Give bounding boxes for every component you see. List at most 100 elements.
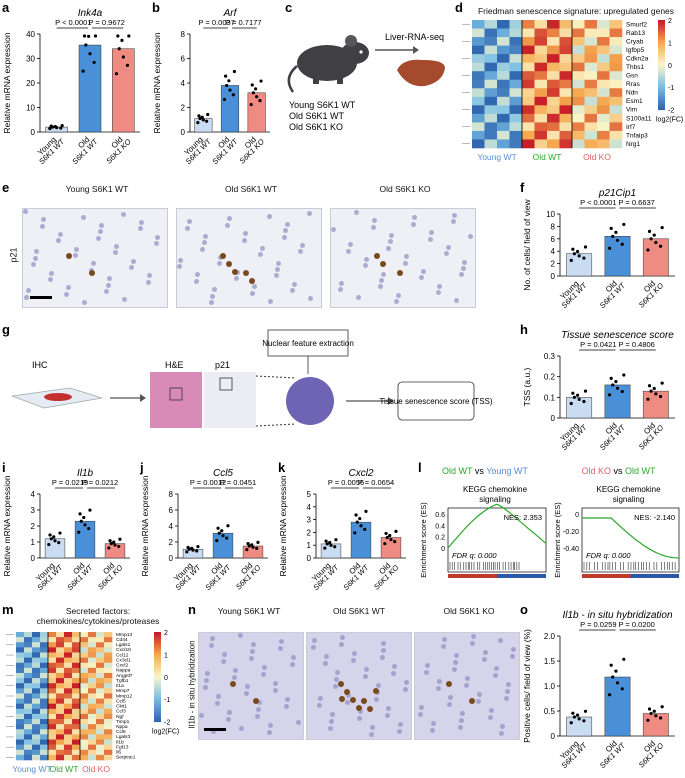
heatmap-cell: [104, 667, 113, 674]
nucleus-dot: [362, 263, 368, 269]
heatmap-group-label: Old WT: [50, 764, 79, 774]
chart-title: p21Cip1: [598, 188, 636, 199]
colorbar-segment: [658, 51, 665, 55]
heatmap-cell: [88, 734, 97, 740]
heatmap-cell: [522, 96, 535, 106]
nucleus-dot: [442, 637, 448, 642]
heatmap-cell: [509, 105, 523, 115]
heatmap-cell: [40, 693, 49, 699]
heatmap-cell: [534, 130, 548, 140]
data-point: [258, 99, 262, 103]
heatmap-cell: [104, 683, 113, 689]
positive-cell: [350, 696, 357, 703]
nucleus-dot: [284, 221, 290, 227]
data-point: [55, 125, 59, 130]
gene-label: Nrg1: [626, 141, 640, 148]
heatmap-cell: [72, 719, 81, 725]
nucleus-dot: [499, 731, 505, 736]
data-point: [225, 83, 229, 88]
heatmap-cell: [559, 45, 573, 55]
n-side-label: Il1b - in situ hybridization: [187, 640, 197, 729]
colorbar-segment: [658, 53, 665, 57]
heatmap-cell: [40, 647, 49, 653]
heatmap-cell: [80, 688, 89, 694]
nucleus-dot: [250, 290, 256, 296]
nucleus-dot: [306, 210, 312, 216]
heatmap-cell: [16, 739, 25, 745]
heatmap-cell: [559, 113, 573, 123]
y-tick-label: 8: [181, 30, 186, 39]
nucleus-dot: [445, 244, 451, 250]
colorbar-segment: [154, 694, 161, 698]
nucleus-dot: [291, 655, 297, 660]
nucleus-dot: [385, 713, 391, 718]
heatmap-cell: [522, 54, 535, 63]
heatmap-cell: [32, 719, 41, 725]
heatmap-cell: [104, 637, 113, 643]
colorbar-segment: [658, 58, 665, 61]
heatmap-cell: [56, 678, 65, 684]
nucleus-dot: [337, 287, 343, 293]
heatmap-cell: [472, 139, 485, 149]
panel-label-a: a: [2, 0, 10, 15]
heatmap-cell: [48, 739, 57, 745]
nucleus-dot: [404, 680, 410, 685]
data-point: [59, 126, 63, 130]
heatmap-cell: [24, 657, 33, 664]
data-point: [355, 520, 359, 524]
y-tick-label: 0: [169, 554, 174, 563]
colorbar-segment: [154, 692, 161, 696]
nucleus-dot: [351, 658, 357, 663]
y-tick-label: 0: [307, 554, 312, 563]
nucleus-dot: [441, 644, 447, 649]
y-tick-label: 4: [31, 490, 36, 499]
nucleus-dot: [23, 209, 28, 214]
data-point: [609, 376, 613, 380]
nucleus-dot: [379, 655, 385, 660]
heatmap-cell: [16, 678, 25, 684]
heatmap-cell: [547, 105, 560, 115]
bar: [604, 384, 631, 419]
colorbar-tick: -1: [668, 85, 674, 92]
data-point: [323, 546, 327, 550]
heatmap-cell: [497, 96, 510, 106]
nucleus-dot: [47, 277, 53, 283]
data-point: [569, 401, 573, 406]
nucleus-dot: [454, 653, 460, 658]
y-axis-label: No. of cells/ field of view: [522, 199, 532, 291]
data-point: [582, 399, 586, 404]
heatmap-cell: [509, 54, 523, 63]
data-point: [78, 512, 82, 516]
heatmap-cell: [32, 744, 41, 751]
heatmap-cell: [72, 652, 81, 658]
heatmap-cell: [522, 71, 535, 81]
heatmap-cell: [497, 130, 510, 140]
nucleus-dot: [329, 712, 335, 717]
colorbar-segment: [154, 701, 161, 705]
heatmap-cell: [16, 683, 25, 689]
gene-label: Nppa: [116, 724, 128, 730]
data-point: [385, 535, 389, 540]
nucleus-dot: [201, 240, 207, 246]
nucleus-dot: [500, 724, 506, 729]
data-point: [127, 34, 131, 38]
heatmap-group-label: Young WT: [12, 764, 51, 774]
nucleus-dot: [49, 270, 55, 276]
p-value-2: P = 0.0451: [220, 478, 256, 487]
nucleus-dot: [453, 660, 459, 665]
data-point: [259, 79, 263, 83]
nucleus-dot: [185, 225, 191, 231]
nucleus-dot: [114, 243, 120, 249]
data-point: [611, 675, 615, 679]
colorbar-segment: [154, 652, 161, 655]
p-value-2: P = 0.6637: [618, 198, 654, 207]
heatmap-cell: [24, 724, 33, 730]
data-point: [58, 531, 62, 535]
heatmap-cell: [104, 734, 113, 740]
heatmap-cell: [80, 708, 89, 715]
gene-label: Ckit1: [116, 704, 127, 710]
nucleus-dot: [72, 253, 78, 259]
nucleus-dot: [375, 683, 381, 688]
data-point: [198, 116, 202, 121]
heatmap-cell: [484, 105, 498, 115]
